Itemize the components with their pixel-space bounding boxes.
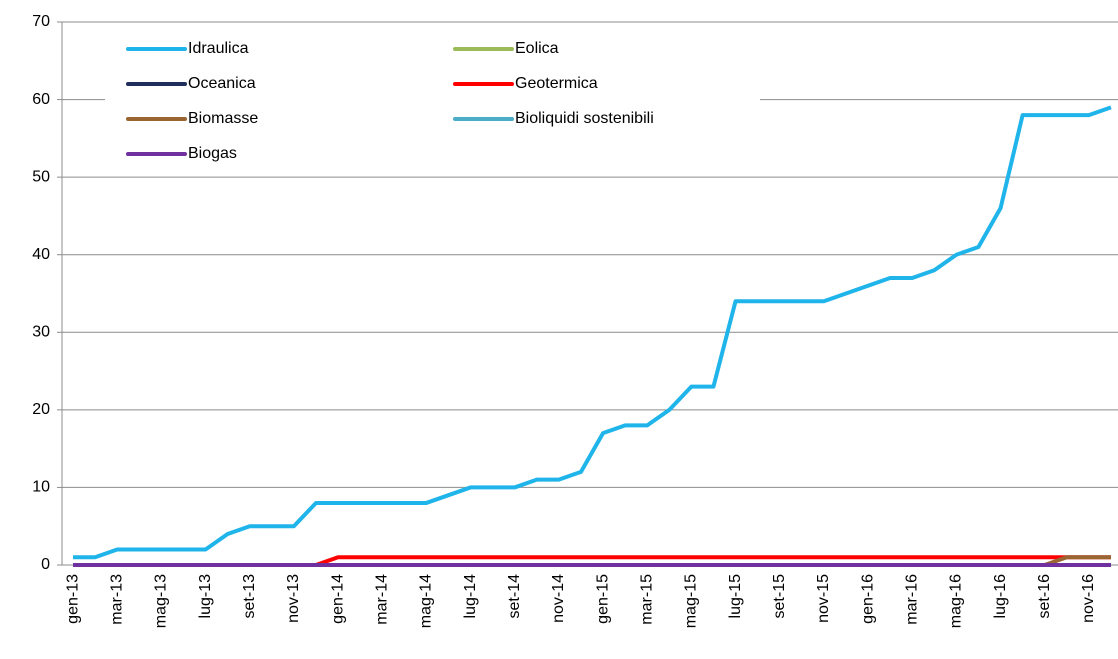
x-tick-label: nov-16: [1080, 574, 1097, 623]
legend-label: Idraulica: [188, 40, 249, 57]
legend-label: Eolica: [515, 40, 559, 57]
x-tick-label: gen-16: [859, 574, 876, 624]
x-tick-label: lug-15: [727, 574, 744, 619]
y-tick-label: 20: [32, 401, 50, 418]
x-tick-label: set-14: [506, 574, 523, 619]
y-tick-label: 0: [41, 556, 50, 573]
x-tick-label: lug-14: [462, 574, 479, 619]
x-tick-label: mag-13: [153, 574, 170, 628]
legend-box: [105, 33, 760, 173]
x-tick-label: gen-13: [64, 574, 81, 624]
y-tick-label: 50: [32, 168, 50, 185]
x-tick-label: gen-14: [329, 574, 346, 624]
legend-label: Biomasse: [188, 110, 258, 127]
legend-label: Biogas: [188, 145, 237, 162]
legend-label: Bioliquidi sostenibili: [515, 110, 654, 127]
y-tick-label: 60: [32, 91, 50, 108]
x-tick-label: set-16: [1036, 574, 1053, 619]
x-tick-label: nov-13: [285, 574, 302, 623]
x-tick-label: nov-15: [815, 574, 832, 623]
legend: Idraulica Eolica Oceanica Geotermica Biomass…: [105, 33, 760, 173]
x-tick-label: nov-14: [550, 574, 567, 623]
series-line: [73, 105, 1112, 560]
x-tick-label: set-15: [771, 574, 788, 619]
x-tick-label: lug-13: [197, 574, 214, 619]
x-tick-label: set-13: [241, 574, 258, 619]
legend-label: Geotermica: [515, 75, 598, 92]
x-tick-label: mar-15: [638, 574, 655, 625]
x-tick-label: mag-14: [418, 574, 435, 628]
x-tick-label: mag-15: [683, 574, 700, 628]
y-tick-label: 70: [32, 13, 50, 30]
legend-label: Oceanica: [188, 75, 256, 92]
x-tick-label: mag-16: [948, 574, 965, 628]
y-tick-label: 30: [32, 324, 50, 341]
x-tick-label: mar-14: [373, 574, 390, 625]
x-tick-label: gen-15: [594, 574, 611, 624]
y-tick-label: 10: [32, 479, 50, 496]
x-tick-label: mar-16: [903, 574, 920, 625]
x-tick-label: lug-16: [992, 574, 1009, 619]
y-tick-label: 40: [32, 246, 50, 263]
x-tick-label: mar-13: [108, 574, 125, 625]
